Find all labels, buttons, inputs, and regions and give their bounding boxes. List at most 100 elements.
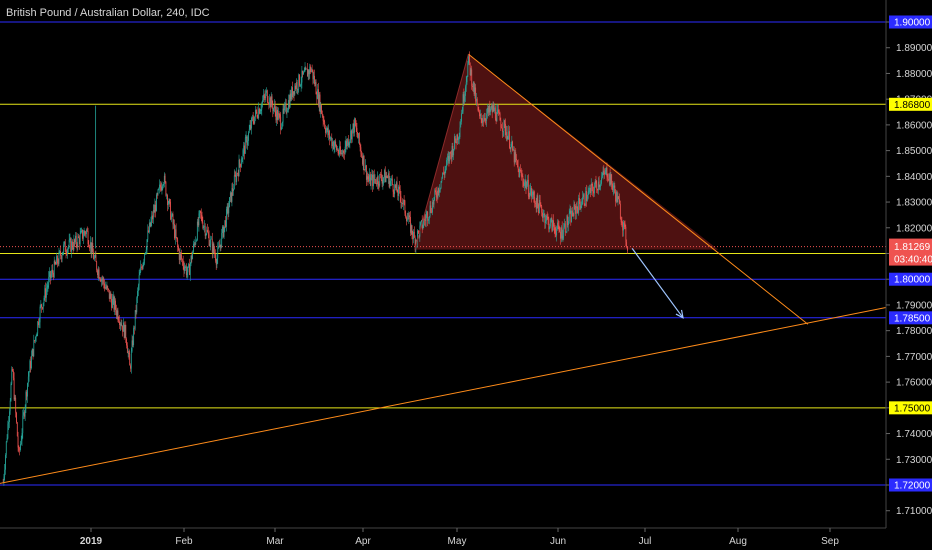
candle-body (120, 323, 122, 326)
trendline-1[interactable] (468, 53, 809, 325)
candle-body (51, 269, 53, 275)
candle-body (394, 184, 396, 194)
candle-body (133, 327, 135, 346)
candle-body (42, 307, 43, 309)
candle-body (438, 187, 440, 193)
candle-body (466, 76, 468, 83)
candle-body (340, 153, 342, 154)
x-tick-label: Jun (550, 536, 566, 547)
candle-body (189, 264, 191, 275)
candle-body (196, 221, 198, 240)
candle-body (334, 141, 336, 146)
candle-body (30, 361, 32, 369)
candle-body (185, 266, 186, 269)
x-tick-label: Aug (729, 536, 747, 547)
candle-body (623, 222, 625, 224)
candle-body (314, 75, 315, 85)
candle-body (6, 438, 8, 442)
candle-body (281, 122, 283, 128)
candle-body (310, 69, 312, 72)
candle-body (78, 236, 80, 238)
candle-body (465, 82, 467, 87)
candle-body (549, 219, 551, 227)
candle-body (292, 91, 294, 97)
candle-body (280, 117, 282, 130)
candle-body (443, 172, 444, 174)
candle-body (561, 227, 563, 239)
candle-body (321, 105, 322, 114)
y-tick-label: 1.71000 (896, 506, 932, 517)
candle-body (58, 251, 60, 264)
candle-body (24, 406, 26, 417)
candle-body (207, 232, 209, 235)
candle-body (369, 174, 370, 182)
candle-body (593, 187, 595, 194)
candle-body (249, 125, 251, 130)
candle-body (572, 215, 574, 217)
horizontal-levels[interactable] (0, 21, 886, 486)
candle-body (174, 229, 176, 239)
trendlines[interactable] (0, 53, 887, 484)
candle-body (537, 195, 539, 205)
candle-body (487, 107, 488, 114)
candle-body (329, 130, 330, 139)
candle-body (148, 230, 149, 233)
candle-body (48, 276, 50, 286)
candle-body (560, 227, 562, 239)
candle-body (435, 192, 437, 197)
candle-body (270, 96, 272, 108)
candle-body (223, 226, 225, 237)
triangle-fill[interactable] (414, 54, 719, 250)
candle-body (215, 254, 216, 261)
candle-body (565, 231, 567, 233)
candle-body (204, 225, 206, 236)
candle-body (258, 108, 260, 118)
candle-body (607, 177, 609, 180)
arrow-head[interactable] (675, 309, 684, 319)
candle-body (353, 123, 355, 133)
candle-body (346, 141, 348, 146)
candle-body (349, 139, 351, 143)
candle-body (450, 153, 452, 159)
candle-body (474, 87, 476, 95)
candle-body (498, 109, 499, 113)
candle-body (568, 213, 570, 222)
candle-body (431, 211, 433, 213)
candle-body (157, 189, 159, 195)
candle-body (529, 191, 531, 197)
candle-body (242, 150, 244, 159)
candle-body (145, 249, 147, 253)
candle-body (232, 188, 234, 192)
triangle-left-edge[interactable] (414, 54, 469, 250)
candle-body (341, 153, 343, 154)
trendline-0[interactable] (0, 307, 887, 484)
candle-body (237, 173, 239, 177)
candle-body (549, 226, 550, 230)
candle-body (324, 121, 326, 128)
candle-body (373, 174, 375, 180)
candle-body (140, 266, 142, 273)
candle-body (560, 231, 561, 239)
time-axis[interactable]: 2019 Feb Mar Apr May Jun Jul Aug Sep (80, 528, 839, 547)
triangle-pattern[interactable] (414, 54, 719, 250)
candle-body (141, 266, 142, 268)
candle-body (301, 70, 303, 83)
candle-body (464, 95, 466, 102)
level-tag-label: 1.75000 (894, 403, 931, 414)
candle-body (257, 116, 259, 118)
candle-body (114, 300, 116, 310)
candle-body (71, 241, 72, 252)
projection-arrow[interactable] (631, 248, 684, 319)
candle-body (56, 256, 57, 265)
current-price-tag-bg (889, 238, 932, 266)
candle-body (198, 213, 200, 226)
candle-body (476, 98, 478, 104)
candle-body (230, 192, 232, 202)
candle-body (552, 220, 554, 231)
candle-body (445, 166, 447, 170)
candle-body (220, 244, 222, 248)
arrow-shaft[interactable] (631, 248, 684, 319)
candle-body (375, 179, 377, 184)
candle-body (391, 178, 393, 185)
